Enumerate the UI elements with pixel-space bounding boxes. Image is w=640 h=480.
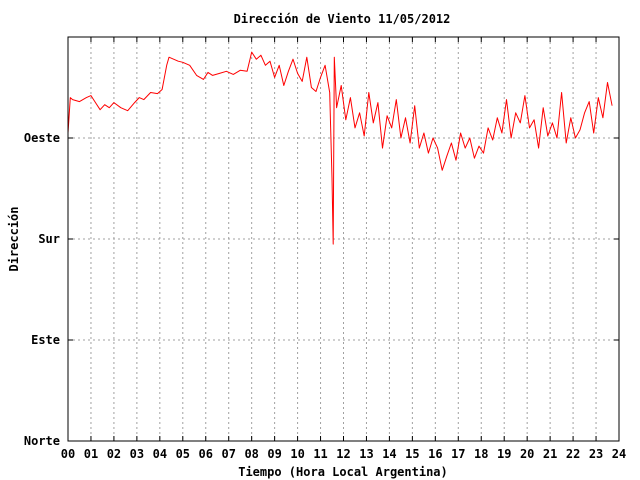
- y-tick-label: Sur: [38, 232, 60, 246]
- x-tick-label: 16: [428, 447, 442, 461]
- x-tick-label: 15: [405, 447, 419, 461]
- x-tick-label: 00: [61, 447, 75, 461]
- x-axis-label: Tiempo (Hora Local Argentina): [238, 465, 448, 479]
- x-tick-label: 10: [290, 447, 304, 461]
- series-layer: [67, 51, 613, 245]
- x-tick-label: 24: [612, 447, 626, 461]
- x-tick-label: 22: [566, 447, 580, 461]
- x-tick-label: 12: [336, 447, 350, 461]
- y-tick-label: Oeste: [24, 131, 60, 145]
- y-tick-label: Este: [31, 333, 60, 347]
- wind-direction-series-line: [67, 51, 613, 245]
- x-tick-label: 19: [497, 447, 511, 461]
- x-tick-label: 05: [176, 447, 190, 461]
- y-axis-ticks: Norte Este Sur Oeste: [24, 131, 619, 448]
- x-tick-label: 11: [313, 447, 327, 461]
- x-tick-label: 06: [199, 447, 213, 461]
- x-tick-label: 20: [520, 447, 534, 461]
- y-axis-label: Dirección: [7, 206, 21, 271]
- grid-lines: [68, 37, 619, 441]
- x-tick-label: 14: [382, 447, 396, 461]
- x-tick-label: 02: [107, 447, 121, 461]
- chart-title: Dirección de Viento 11/05/2012: [234, 12, 451, 26]
- x-tick-label: 03: [130, 447, 144, 461]
- x-tick-label: 21: [543, 447, 557, 461]
- x-tick-label: 07: [221, 447, 235, 461]
- x-tick-label: 04: [153, 447, 167, 461]
- x-tick-label: 08: [244, 447, 258, 461]
- x-tick-label: 01: [84, 447, 98, 461]
- x-tick-label: 09: [267, 447, 281, 461]
- x-tick-label: 18: [474, 447, 488, 461]
- x-tick-label: 17: [451, 447, 465, 461]
- x-tick-label: 23: [589, 447, 603, 461]
- x-axis-ticks: 00 01 02 03 04 05 06 07 08 09 10 11 12 13 14 15 16 17 18 19…: [61, 37, 626, 461]
- x-tick-label: 13: [359, 447, 373, 461]
- y-tick-label: Norte: [24, 434, 60, 448]
